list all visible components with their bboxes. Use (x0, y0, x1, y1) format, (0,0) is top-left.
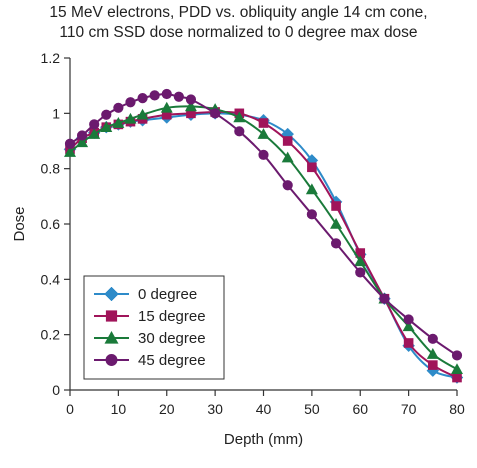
x-tick-label: 60 (352, 401, 368, 417)
point-45-degree (65, 139, 75, 149)
point-30-degree (451, 363, 463, 374)
point-15-degree (307, 162, 317, 172)
legend-marker-15-degree (106, 310, 117, 321)
y-tick-label: 1 (52, 105, 60, 121)
point-45-degree (234, 126, 244, 136)
point-45-degree (77, 130, 87, 140)
point-45-degree (307, 209, 317, 219)
point-45-degree (452, 350, 462, 360)
point-45-degree (125, 97, 135, 107)
y-tick-label: 0 (52, 382, 60, 398)
legend-marker-45-degree (106, 354, 118, 366)
point-30-degree (330, 218, 342, 229)
legend: 0 degree 15 degree 30 degree 45 degree (84, 276, 224, 379)
x-tick-label: 20 (159, 401, 175, 417)
point-45-degree (404, 314, 414, 324)
y-tick-label: 0.8 (41, 161, 61, 177)
legend-label-15-degree: 15 degree (138, 308, 206, 325)
point-45-degree (174, 92, 184, 102)
point-15-degree (259, 118, 269, 128)
point-15-degree (331, 201, 341, 211)
y-axis-label: Dose (11, 206, 28, 241)
point-45-degree (89, 119, 99, 129)
legend-label-45-degree: 45 degree (138, 352, 206, 369)
x-tick-label: 30 (207, 401, 223, 417)
point-45-degree (258, 150, 268, 160)
point-45-degree (331, 238, 341, 248)
y-tick-label: 0.6 (41, 216, 61, 232)
x-tick-label: 70 (401, 401, 417, 417)
y-tick-label: 0.2 (41, 327, 61, 343)
point-15-degree (452, 373, 462, 383)
point-45-degree (355, 267, 365, 277)
point-45-degree (101, 110, 111, 120)
point-15-degree (404, 338, 414, 348)
x-tick-label: 40 (256, 401, 272, 417)
x-tick-label: 80 (449, 401, 465, 417)
y-tick-label: 0.4 (41, 271, 61, 287)
point-45-degree (210, 108, 220, 118)
y-tick-label: 1.2 (41, 50, 61, 66)
x-tick-label: 0 (66, 401, 74, 417)
point-45-degree (150, 90, 160, 100)
x-axis-label: Depth (mm) (224, 431, 303, 448)
legend-label-0-degree: 0 degree (138, 286, 197, 303)
point-15-degree (428, 360, 438, 370)
point-45-degree (162, 89, 172, 99)
point-15-degree (283, 136, 293, 146)
point-45-degree (283, 180, 293, 190)
point-45-degree (137, 93, 147, 103)
x-tick-label: 50 (304, 401, 320, 417)
point-45-degree (428, 334, 438, 344)
point-45-degree (186, 94, 196, 104)
point-45-degree (379, 294, 389, 304)
legend-label-30-degree: 30 degree (138, 330, 206, 347)
point-45-degree (113, 103, 123, 113)
x-tick-label: 10 (111, 401, 127, 417)
